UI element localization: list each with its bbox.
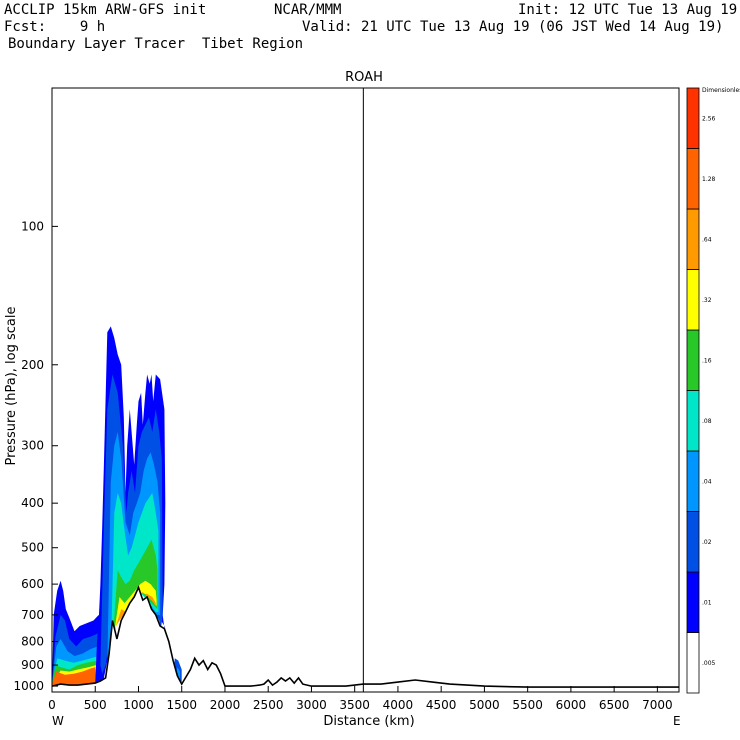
y-axis-title: Pressure (hPa), log scale — [4, 307, 19, 466]
colorbar-swatch-1 — [686, 571, 700, 633]
x-tick-label-6: 3000 — [296, 698, 327, 712]
colorbar-label-6: .32 — [702, 297, 712, 304]
forecast-hour: Fcst: 9 h — [4, 19, 106, 35]
x-tick-label-8: 4000 — [383, 698, 414, 712]
colorbar-swatch-0 — [686, 632, 700, 694]
y-tick-label-7: 800 — [21, 635, 44, 649]
east-end-label: E — [673, 714, 681, 728]
colorbar-swatch-8 — [686, 148, 700, 210]
colorbar-label-3: .04 — [702, 478, 712, 485]
terrain-line — [51, 585, 679, 688]
y-tick-label-8: 900 — [21, 658, 44, 672]
colorbar-unit-label: Dimensionless — [702, 87, 740, 94]
y-tick-label-2: 300 — [21, 439, 44, 453]
init-time: Init: 12 UTC Tue 13 Aug 19 — [518, 2, 738, 18]
tracer-region-11 — [112, 539, 158, 642]
x-tick-label-7: 3500 — [339, 698, 370, 712]
y-tick-label-1: 200 — [21, 358, 44, 372]
y-tick-label-3: 400 — [21, 496, 44, 510]
x-axis-title: Distance (km) — [323, 714, 414, 729]
plot-frame — [51, 87, 680, 693]
terrain-layer — [51, 585, 679, 692]
x-tick-label-14: 7000 — [642, 698, 673, 712]
colorbar-swatch-3 — [686, 450, 700, 512]
x-tick-label-4: 2000 — [210, 698, 241, 712]
x-tick-label-9: 4500 — [426, 698, 457, 712]
axis-ticks: 0 500 1000 1500 2000 2500 3000 3500 4000 4500 5000… — [13, 219, 672, 712]
tracer-region-6 — [52, 667, 97, 687]
x-tick-label-12: 6000 — [556, 698, 587, 712]
colorbar-label-7: .64 — [702, 236, 712, 243]
x-tick-label-11: 5500 — [512, 698, 543, 712]
org-label: NCAR/MMM — [274, 2, 342, 18]
colorbar-label-2: .02 — [702, 539, 712, 546]
y-tick-label-9: 1000 — [13, 679, 44, 693]
colorbar-swatch-6 — [686, 269, 700, 331]
y-tick-label-4: 500 — [21, 541, 44, 555]
x-tick-label-0: 0 — [48, 698, 56, 712]
tracer-region-12 — [114, 580, 157, 632]
colorbar-swatch-2 — [686, 511, 700, 573]
x-tick-label-13: 6500 — [599, 698, 630, 712]
y-tick-label-5: 600 — [21, 577, 44, 591]
west-end-label: W — [52, 714, 64, 728]
x-tick-label-2: 1000 — [123, 698, 154, 712]
colorbar-swatch-9 — [686, 87, 700, 149]
model-title: ACCLIP 15km ARW-GFS init — [4, 2, 207, 18]
y-tick-label-6: 700 — [21, 608, 44, 622]
colorbar-swatch-7 — [686, 208, 700, 270]
colorbar-swatch-5 — [686, 329, 700, 391]
colorbar: .005 .01 .02 .04 .08 .16 .32 .64 1.28 2.56 Dimensi… — [686, 87, 740, 694]
x-tick-label-3: 1500 — [166, 698, 197, 712]
product-name: Boundary Layer Tracer Tibet Region — [8, 36, 304, 52]
x-tick-label-1: 500 — [84, 698, 107, 712]
colorbar-label-9: 2.56 — [702, 115, 716, 122]
valid-time: Valid: 21 UTC Tue 13 Aug 19 (06 JST Wed … — [302, 19, 724, 35]
colorbar-label-5: .16 — [702, 357, 712, 364]
x-tick-label-10: 5000 — [469, 698, 500, 712]
y-tick-label-0: 100 — [21, 219, 44, 233]
colorbar-label-0: .005 — [702, 660, 716, 667]
x-tick-label-5: 2500 — [253, 698, 284, 712]
colorbar-label-8: 1.28 — [702, 176, 716, 183]
colorbar-label-4: .08 — [702, 418, 712, 425]
chart-title: ROAH — [345, 70, 383, 85]
colorbar-label-1: .01 — [702, 599, 712, 606]
tracer-fill-layer — [52, 326, 182, 687]
terrain-fill — [52, 587, 679, 692]
colorbar-swatch-4 — [686, 390, 700, 452]
